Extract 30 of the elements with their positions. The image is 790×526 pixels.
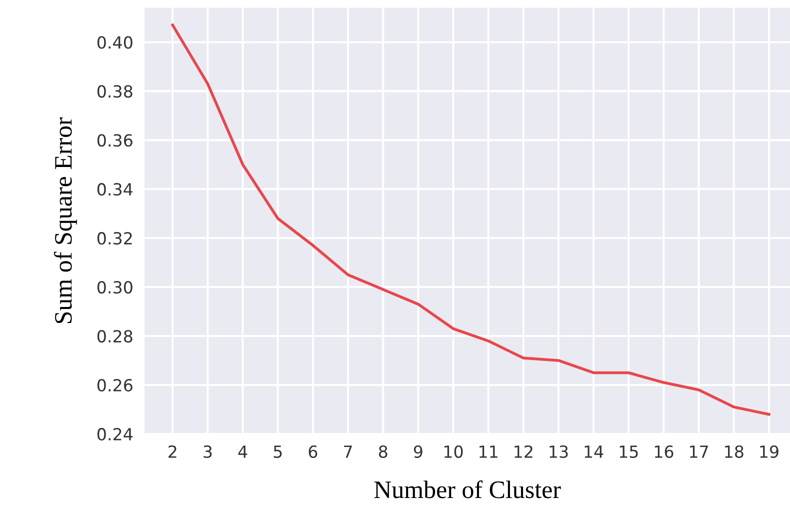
x-tick-label: 5 — [274, 446, 282, 458]
x-tick-label: 3 — [204, 445, 212, 458]
line-series — [171, 24, 770, 416]
y-tick-label: 0.32 — [97, 232, 132, 245]
x-tick-label: 9 — [414, 445, 422, 458]
x-axis-title: Number of Cluster — [374, 480, 561, 498]
x-tick-label: 2 — [168, 445, 176, 458]
x-tick-label: 16 — [654, 445, 674, 458]
y-tick-label: 0.26 — [97, 378, 132, 392]
x-tick-label: 4 — [238, 446, 248, 458]
x-tick-label: 12 — [514, 445, 532, 458]
y-tick-label: 0.40 — [97, 36, 132, 49]
x-tick-label: 18 — [725, 445, 744, 458]
y-tick-label: 0.34 — [97, 183, 133, 196]
y-tick-label: 0.24 — [97, 428, 133, 441]
x-tick-label: 6 — [308, 445, 318, 458]
x-tick-label: 15 — [620, 446, 638, 458]
x-tick-label: 10 — [444, 445, 463, 458]
x-tick-label: 17 — [690, 446, 708, 458]
x-tick-label: 19 — [760, 445, 778, 458]
x-tick-label: 14 — [584, 446, 604, 458]
y-tick-label: 0.28 — [97, 330, 132, 343]
y-tick-label: 0.30 — [97, 280, 132, 294]
y-tick-label: 0.38 — [97, 85, 132, 98]
x-tick-label: 11 — [480, 446, 498, 458]
x-tick-label: 13 — [550, 445, 568, 458]
x-tick-label: 7 — [344, 446, 352, 458]
x-tick-label: 8 — [378, 445, 388, 458]
y-tick-label: 0.36 — [97, 134, 132, 147]
y-axis-title: Sum of Square Error — [54, 117, 77, 324]
